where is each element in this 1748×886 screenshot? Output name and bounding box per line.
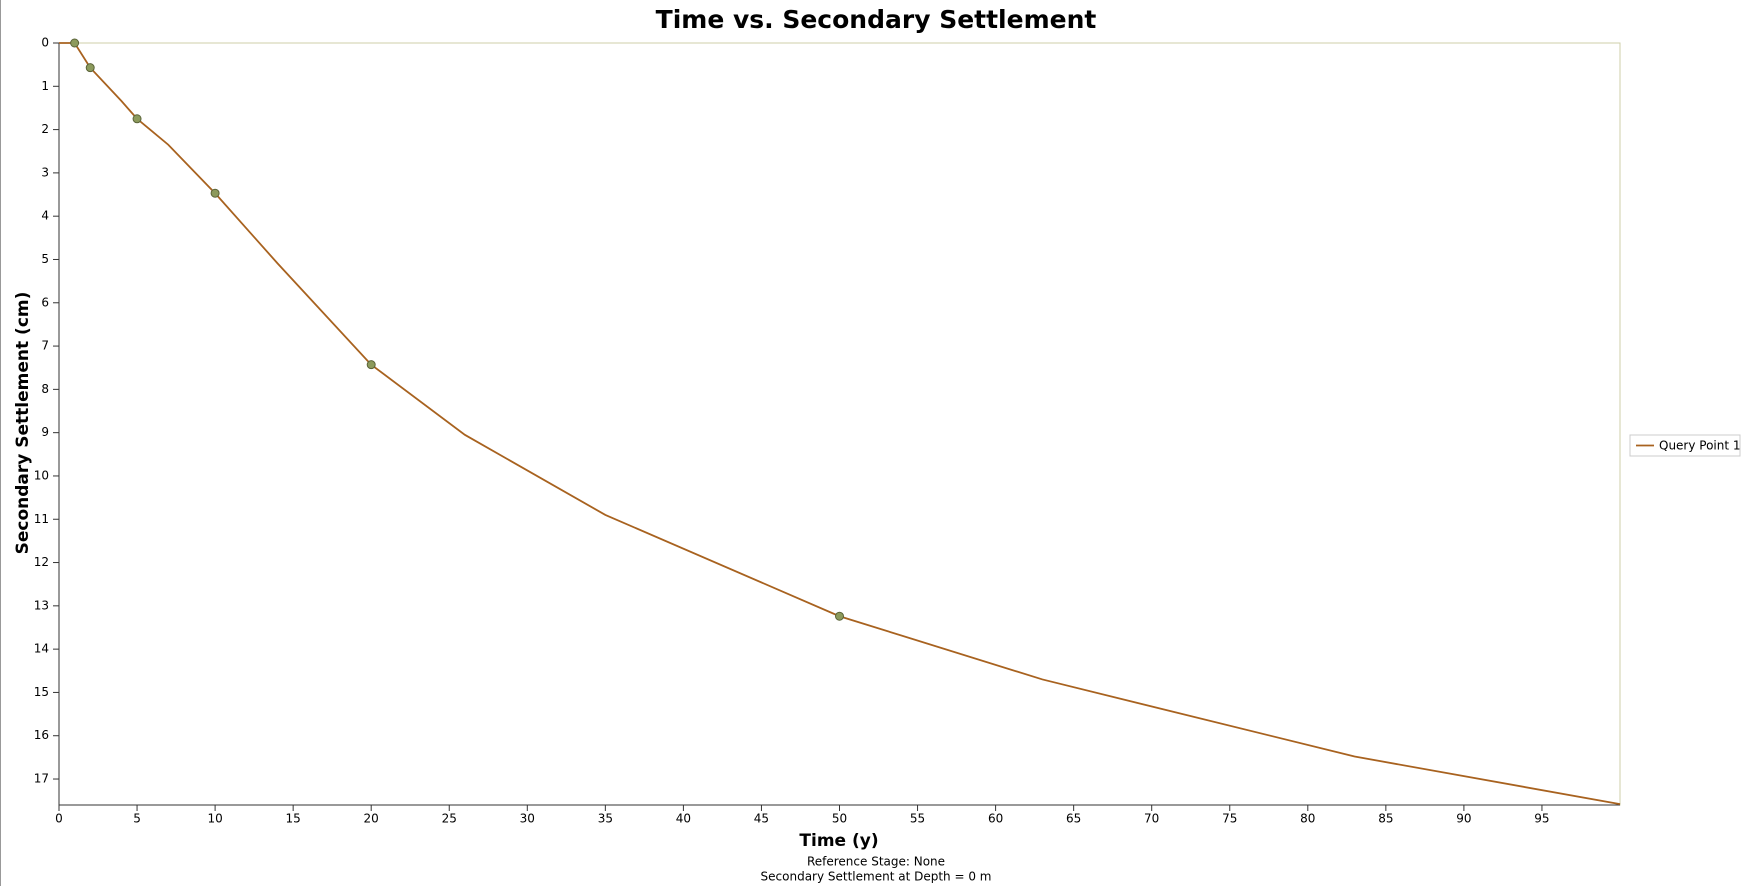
y-axis-label: Secondary Settlement (cm): [13, 292, 33, 555]
x-tick-label: 20: [364, 812, 379, 826]
y-tick-label: 5: [41, 252, 49, 266]
y-tick-label: 13: [34, 598, 49, 612]
x-tick-label: 60: [988, 812, 1003, 826]
data-point: [210, 188, 220, 198]
plot-frame: [58, 42, 1621, 806]
x-tick-label: 75: [1222, 812, 1237, 826]
x-tick-label: 65: [1066, 812, 1081, 826]
y-tick-label: 7: [41, 339, 49, 353]
x-tick-label: 25: [442, 812, 457, 826]
y-tick-label: 11: [34, 512, 49, 526]
x-tick-label: 40: [676, 812, 691, 826]
x-tick-label: 70: [1144, 812, 1159, 826]
y-tick-label: 4: [41, 209, 49, 223]
x-tick-label: 0: [55, 812, 63, 826]
x-tick-label: 85: [1378, 812, 1393, 826]
x-tick-label: 80: [1300, 812, 1315, 826]
x-tick-label: 35: [598, 812, 613, 826]
y-tick-label: 3: [41, 165, 49, 179]
x-axis-label: Time (y): [799, 831, 878, 851]
y-tick-label: 0: [41, 36, 49, 50]
data-point: [835, 611, 844, 621]
x-tick-label: 90: [1456, 812, 1471, 826]
y-tick-label: 16: [34, 728, 49, 742]
x-tick-label: 50: [832, 812, 847, 826]
x-tick-label: 30: [520, 812, 535, 826]
y-tick-label: 12: [34, 555, 49, 569]
footer-text: Reference Stage: None: [807, 855, 945, 869]
y-tick-label: 9: [41, 425, 49, 439]
x-tick-label: 55: [910, 812, 925, 826]
legend: [1629, 434, 1741, 457]
y-tick-label: 10: [34, 468, 49, 482]
data-point: [85, 63, 95, 73]
x-tick-label: 5: [133, 812, 141, 826]
y-tick-label: 15: [34, 685, 49, 699]
chart-title: Time vs. Secondary Settlement: [656, 5, 1097, 34]
y-tick-label: 8: [41, 382, 49, 396]
data-point: [366, 360, 376, 370]
legend-label: Query Point 1: [1659, 439, 1741, 453]
y-tick-label: 6: [41, 295, 49, 309]
x-tick-label: 15: [286, 812, 301, 826]
y-tick-label: 2: [41, 122, 49, 136]
x-tick-label: 10: [207, 812, 222, 826]
footer-text: Secondary Settlement at Depth = 0 m: [761, 870, 992, 884]
y-tick-label: 1: [41, 79, 49, 93]
data-point: [70, 38, 80, 48]
series-line: [59, 42, 1621, 806]
data-point: [132, 114, 142, 124]
y-tick-label: 17: [34, 772, 49, 786]
x-tick-label: 95: [1534, 812, 1549, 826]
y-tick-label: 14: [34, 642, 49, 656]
x-tick-label: 45: [754, 812, 769, 826]
